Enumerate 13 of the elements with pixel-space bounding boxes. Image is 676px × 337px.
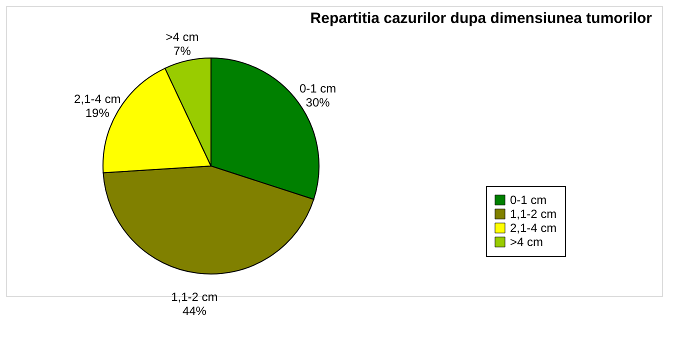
slice-label: >4 cm bbox=[166, 30, 199, 44]
legend-label: >4 cm bbox=[510, 235, 544, 249]
legend-label: 2,1-4 cm bbox=[510, 221, 557, 235]
legend-label: 1,1-2 cm bbox=[510, 207, 557, 221]
data-label: 19% bbox=[85, 106, 110, 120]
data-label: 44% bbox=[182, 304, 207, 318]
slice-label: 2,1-4 cm bbox=[74, 92, 121, 106]
data-label: 30% bbox=[306, 95, 330, 110]
data-label: 7% bbox=[174, 44, 192, 58]
chart-title: Repartitia cazurilor dupa dimensiunea tumorilor bbox=[310, 10, 652, 27]
legend-label: 0-1 cm bbox=[510, 193, 547, 207]
slice-label: 0-1 cm bbox=[299, 81, 336, 96]
slice-label: 1,1-2 cm bbox=[171, 290, 218, 304]
